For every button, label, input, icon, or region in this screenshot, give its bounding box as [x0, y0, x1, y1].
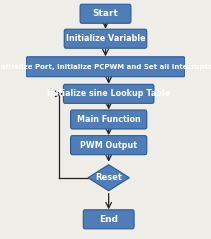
Text: Reset: Reset — [95, 173, 122, 182]
Text: Initialize Port, Initialize PCPWM and Set all Interrupts: Initialize Port, Initialize PCPWM and Se… — [0, 64, 211, 70]
FancyBboxPatch shape — [83, 210, 134, 229]
Polygon shape — [88, 165, 129, 191]
FancyBboxPatch shape — [80, 4, 131, 23]
FancyBboxPatch shape — [70, 136, 147, 155]
Text: Main Function: Main Function — [77, 115, 141, 124]
Text: Initialize Variable: Initialize Variable — [66, 34, 145, 43]
FancyBboxPatch shape — [64, 29, 147, 48]
Text: PWM Output: PWM Output — [80, 141, 137, 150]
FancyBboxPatch shape — [70, 110, 147, 129]
Text: Initialize sine Lookup Table: Initialize sine Lookup Table — [47, 89, 170, 98]
Text: End: End — [99, 215, 118, 224]
Text: Start: Start — [93, 9, 118, 18]
FancyBboxPatch shape — [64, 84, 154, 103]
FancyBboxPatch shape — [26, 57, 185, 77]
